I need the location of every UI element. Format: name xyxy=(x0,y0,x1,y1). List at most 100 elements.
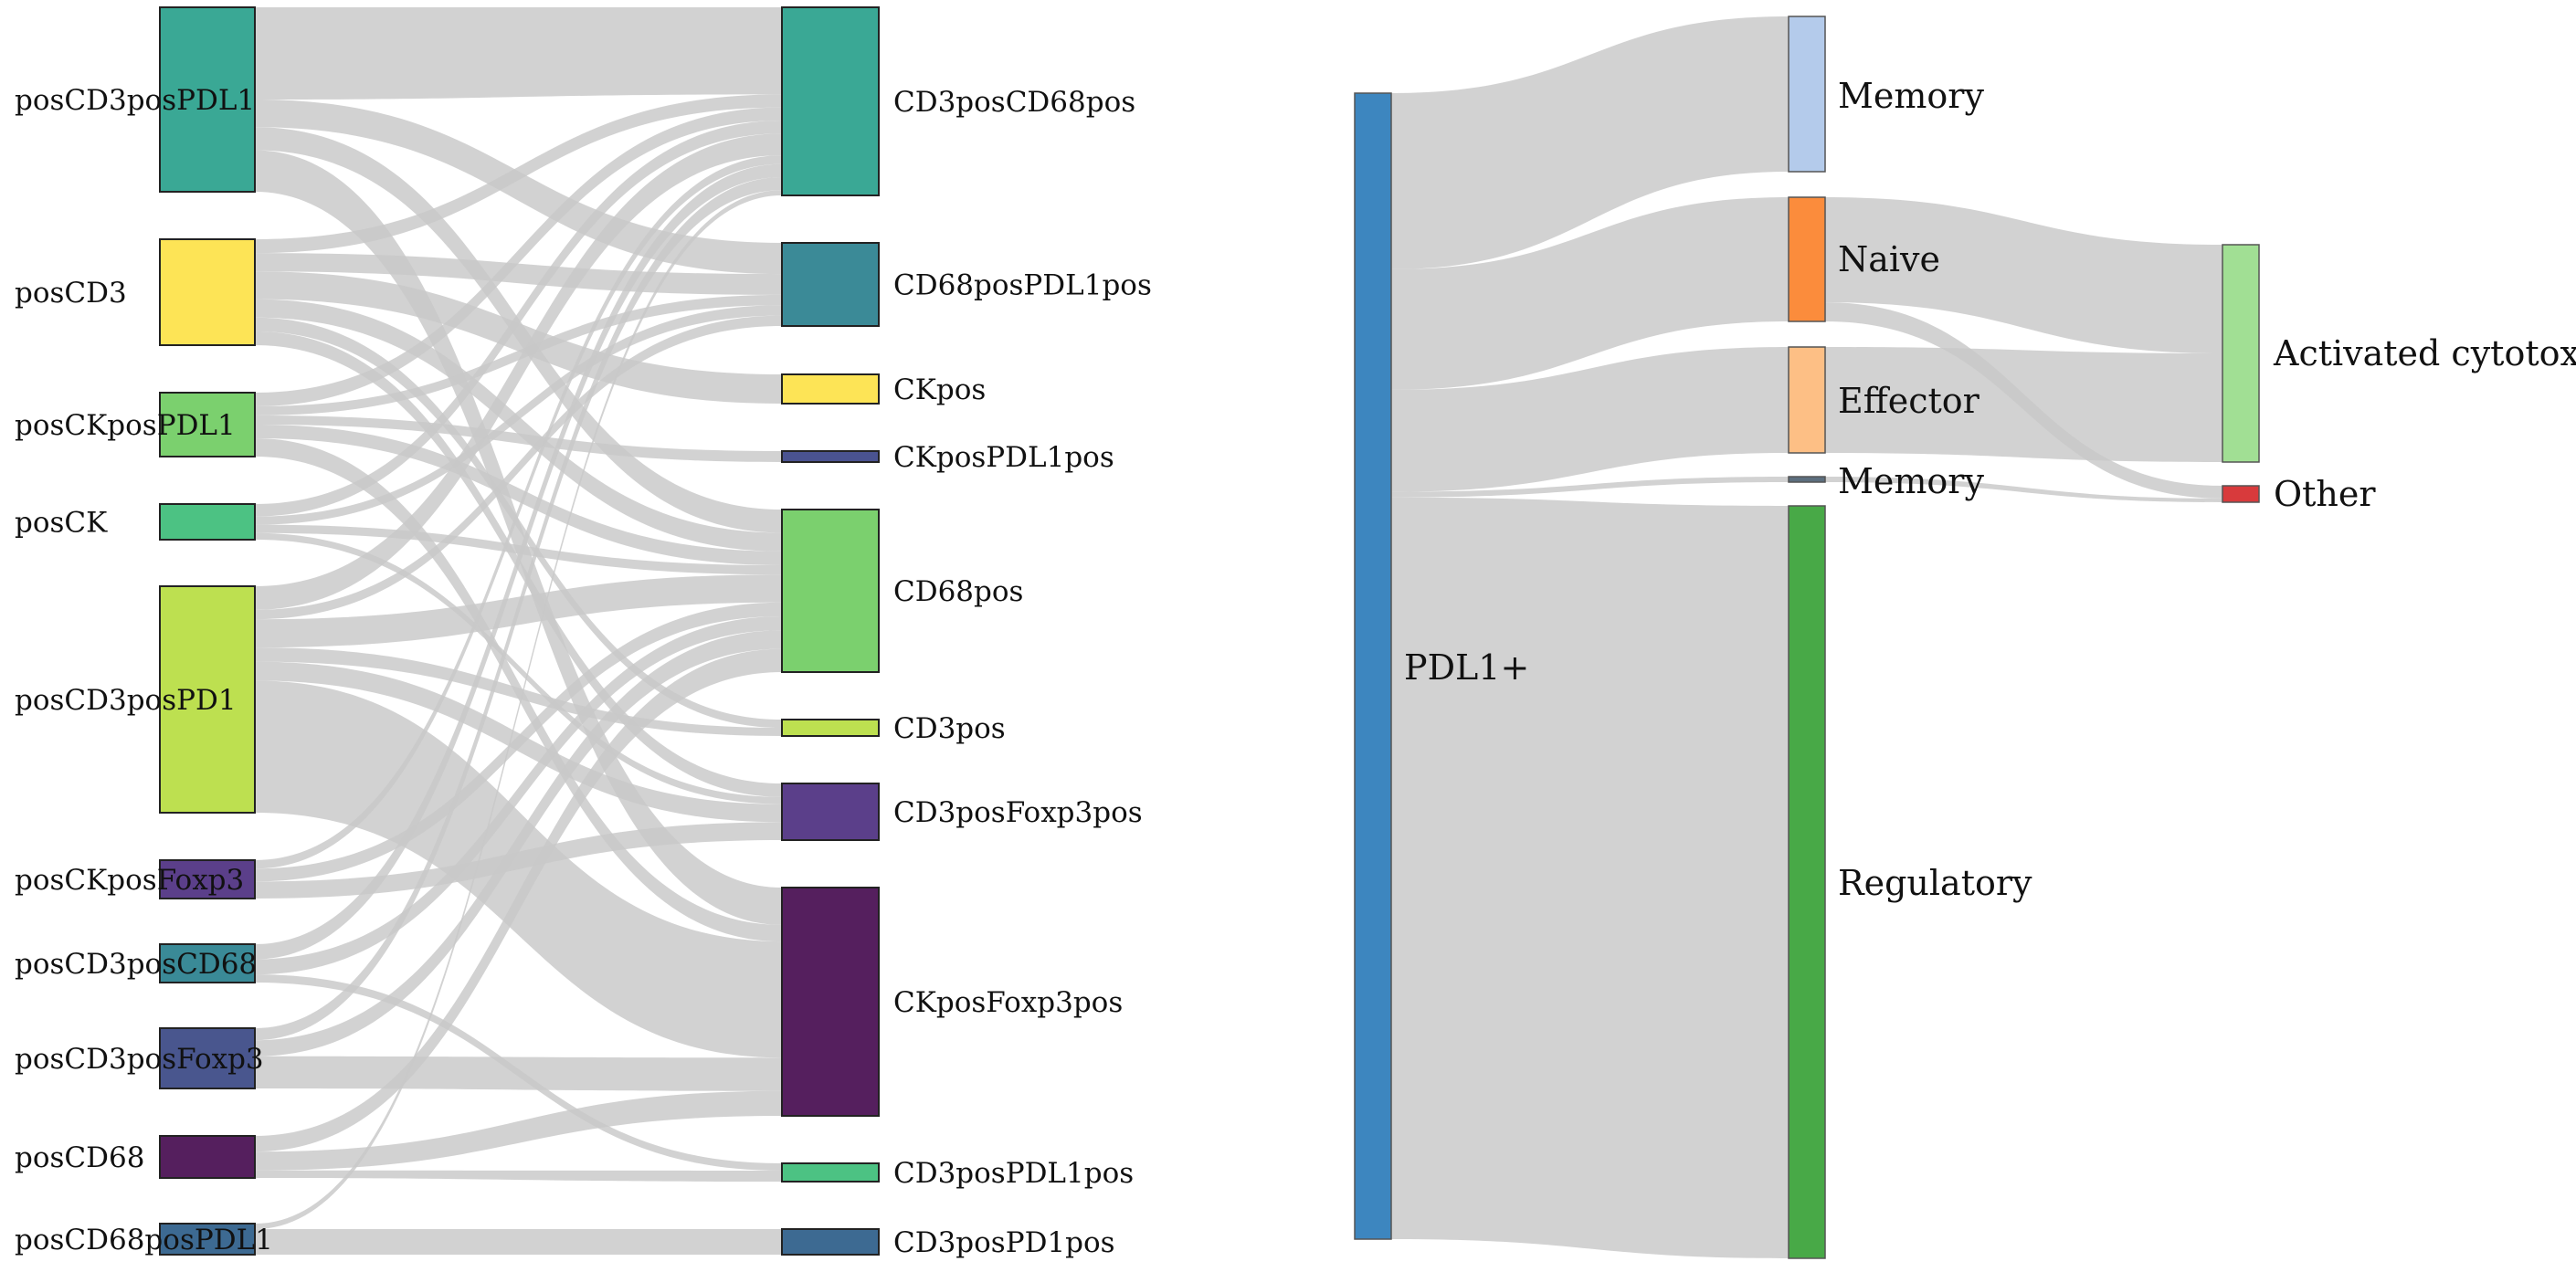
left-source-label-poscd3poscd68: posCD3posCD68 xyxy=(15,948,257,981)
left-target-node-cd3poscd68pos[interactable] xyxy=(781,6,880,196)
left-link-posckpospdl1-to-ckpospdl1pos xyxy=(255,415,782,462)
left-source-label-poscd3: posCD3 xyxy=(15,277,127,310)
left-sankey-links xyxy=(255,7,782,1255)
left-link-poscd3-to-ckpos xyxy=(255,271,782,404)
left-target-label-cd68pospdl1pos: CD68posPDL1pos xyxy=(893,269,1152,302)
right-label-mem2: Memory xyxy=(1838,461,1984,501)
left-target-node-cd68pos[interactable] xyxy=(781,509,880,673)
right-node-eff[interactable] xyxy=(1788,346,1826,454)
left-source-label-poscd3posfoxp3: posCD3posFoxp3 xyxy=(15,1043,264,1076)
right-node-act[interactable] xyxy=(2222,244,2260,463)
right-link-pdl1-to-mem2 xyxy=(1391,477,1789,498)
left-link-posckpospdl1-to-cd3poscd68pos xyxy=(255,107,782,406)
left-link-posck-to-cd3posfoxp3pos xyxy=(255,532,782,804)
left-link-poscd68pospdl1-to-cd3poscd68pos xyxy=(255,190,782,1229)
left-link-poscd3pospdl1-to-cd3poscd68pos xyxy=(255,7,782,100)
right-sankey-links xyxy=(1391,16,2222,1258)
left-link-posckpospdl1-to-cd68pos xyxy=(255,425,782,566)
left-link-posck-to-cd3poscd68pos xyxy=(255,120,782,517)
left-source-node-poscd3poscd68[interactable] xyxy=(159,943,256,983)
left-target-label-ckpos: CKpos xyxy=(893,373,986,406)
right-node-pdl1[interactable] xyxy=(1354,92,1392,1240)
right-link-pdl1-to-naive xyxy=(1391,197,1789,390)
right-link-pdl1-to-mem1 xyxy=(1391,16,1789,269)
left-source-node-poscd3pospd1[interactable] xyxy=(159,585,256,814)
left-target-node-cd68pospdl1pos[interactable] xyxy=(781,242,880,327)
left-link-poscd3posfoxp3-to-ckposfoxp3pos xyxy=(255,1056,782,1091)
left-link-poscd3pospd1-to-cd68pospdl1pos xyxy=(255,315,782,620)
left-target-node-ckpospdl1pos[interactable] xyxy=(781,450,880,463)
left-link-posckpospdl1-to-cd68pospdl1pos xyxy=(255,294,782,415)
right-label-reg: Regulatory xyxy=(1838,863,2032,903)
left-target-label-cd3pospd1pos: CD3posPD1pos xyxy=(893,1226,1115,1259)
right-link-pdl1-to-eff xyxy=(1391,347,1789,492)
right-link-mem2-to-other xyxy=(1825,477,2222,502)
left-sankey-labels: posCD3posPDL1 posCD3 posCKposPDL1 posCK posC… xyxy=(15,84,1152,1259)
right-link-pdl1-to-reg xyxy=(1391,497,1789,1258)
left-link-poscd3-to-cd3pos xyxy=(255,317,782,728)
left-target-label-cd3pos: CD3pos xyxy=(893,712,1006,745)
left-link-posckposfoxp3-to-cd3poscd68pos xyxy=(255,155,782,869)
left-target-node-ckposfoxp3pos[interactable] xyxy=(781,887,880,1117)
left-link-poscd3posfoxp3-to-cd3poscd68pos xyxy=(255,176,782,1041)
right-link-eff-to-act xyxy=(1825,347,2222,462)
left-target-node-cd3posfoxp3pos[interactable] xyxy=(781,783,880,841)
left-source-node-poscd3pospdl1[interactable] xyxy=(159,6,256,193)
left-target-node-cd3pospdl1pos[interactable] xyxy=(781,1162,880,1183)
right-sankey-labels: PDL1+ Memory Naive Effector Memory Regulatory… xyxy=(1404,76,2576,903)
right-label-pdl1: PDL1+ xyxy=(1404,647,1529,688)
right-label-other: Other xyxy=(2274,474,2376,514)
left-link-poscd3pospd1-to-cd3poscd68pos xyxy=(255,133,782,610)
left-link-posck-to-cd68pos xyxy=(255,524,782,575)
left-source-node-posck[interactable] xyxy=(159,503,256,541)
left-source-node-poscd3[interactable] xyxy=(159,238,256,346)
left-target-label-cd3posfoxp3pos: CD3posFoxp3pos xyxy=(893,796,1143,829)
left-target-label-ckposfoxp3pos: CKposFoxp3pos xyxy=(893,986,1123,1019)
left-source-node-posckpospdl1[interactable] xyxy=(159,392,256,457)
right-node-naive[interactable] xyxy=(1788,196,1826,322)
left-source-label-poscd68pospdl1: posCD68posPDL1 xyxy=(15,1224,273,1256)
left-link-poscd68-to-cd3pospdl1pos xyxy=(255,1170,782,1182)
left-source-label-posck: posCK xyxy=(15,507,108,540)
left-target-node-cd3pos[interactable] xyxy=(781,719,880,737)
left-source-node-poscd3posfoxp3[interactable] xyxy=(159,1027,256,1089)
left-source-label-poscd68: posCD68 xyxy=(15,1141,144,1174)
left-link-posck-to-cd68pospdl1pos xyxy=(255,305,782,525)
right-node-reg[interactable] xyxy=(1788,505,1826,1259)
left-source-label-posckposfoxp3: posCKposFoxp3 xyxy=(15,864,244,897)
left-sankey-nodes xyxy=(159,6,880,1256)
left-source-node-poscd68[interactable] xyxy=(159,1135,256,1179)
right-label-mem1: Memory xyxy=(1838,76,1984,116)
right-sankey-nodes xyxy=(1354,16,2260,1259)
left-link-poscd68pospdl1-to-cd3pospd1pos xyxy=(255,1229,782,1255)
left-link-poscd68-to-ckposfoxp3pos xyxy=(255,1090,782,1171)
left-target-label-cd3poscd68pos: CD3posCD68pos xyxy=(893,86,1135,119)
left-link-poscd3-to-cd68pospdl1pos xyxy=(255,253,782,295)
left-target-label-ckpospdl1pos: CKposPDL1pos xyxy=(893,441,1114,474)
left-link-poscd3pospd1-to-cd3pos xyxy=(255,647,782,736)
left-target-node-ckpos[interactable] xyxy=(781,373,880,405)
left-link-poscd68-to-cd68pos xyxy=(255,648,782,1152)
right-link-naive-to-act xyxy=(1825,197,2222,353)
right-label-naive: Naive xyxy=(1838,239,1940,279)
left-link-posckposfoxp3-to-cd3posfoxp3pos xyxy=(255,822,782,899)
left-target-label-cd68pos: CD68pos xyxy=(893,575,1023,608)
left-source-node-poscd68pospdl1[interactable] xyxy=(159,1223,256,1256)
left-link-poscd3pospdl1-to-ckposfoxp3pos xyxy=(255,150,782,925)
left-source-label-poscd3pospd1: posCD3posPD1 xyxy=(15,684,237,717)
right-node-mem2[interactable] xyxy=(1788,476,1826,483)
left-target-label-cd3pospdl1pos: CD3posPDL1pos xyxy=(893,1157,1134,1190)
left-target-node-cd3pospd1pos[interactable] xyxy=(781,1228,880,1256)
right-label-act: Activated cytotoxic xyxy=(2273,333,2576,373)
right-node-mem1[interactable] xyxy=(1788,16,1826,173)
left-link-poscd3poscd68-to-cd68pos xyxy=(255,615,782,975)
left-source-label-poscd3pospdl1: posCD3posPDL1 xyxy=(15,84,255,117)
left-link-posckposfoxp3-to-cd68pos xyxy=(255,602,782,882)
left-source-label-posckpospdl1: posCKposPDL1 xyxy=(15,409,236,442)
right-node-other[interactable] xyxy=(2222,485,2260,503)
left-link-poscd3poscd68-to-cd3poscd68pos xyxy=(255,163,782,960)
left-link-poscd3posfoxp3-to-cd68pos xyxy=(255,630,782,1056)
left-source-node-posckposfoxp3[interactable] xyxy=(159,859,256,899)
